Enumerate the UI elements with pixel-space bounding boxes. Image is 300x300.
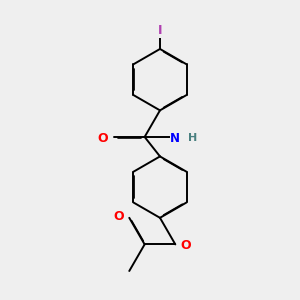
Text: N: N bbox=[170, 132, 180, 145]
Text: O: O bbox=[113, 210, 124, 223]
Text: H: H bbox=[188, 133, 197, 143]
Text: O: O bbox=[98, 132, 109, 145]
Text: O: O bbox=[181, 239, 191, 252]
Text: I: I bbox=[158, 24, 162, 37]
